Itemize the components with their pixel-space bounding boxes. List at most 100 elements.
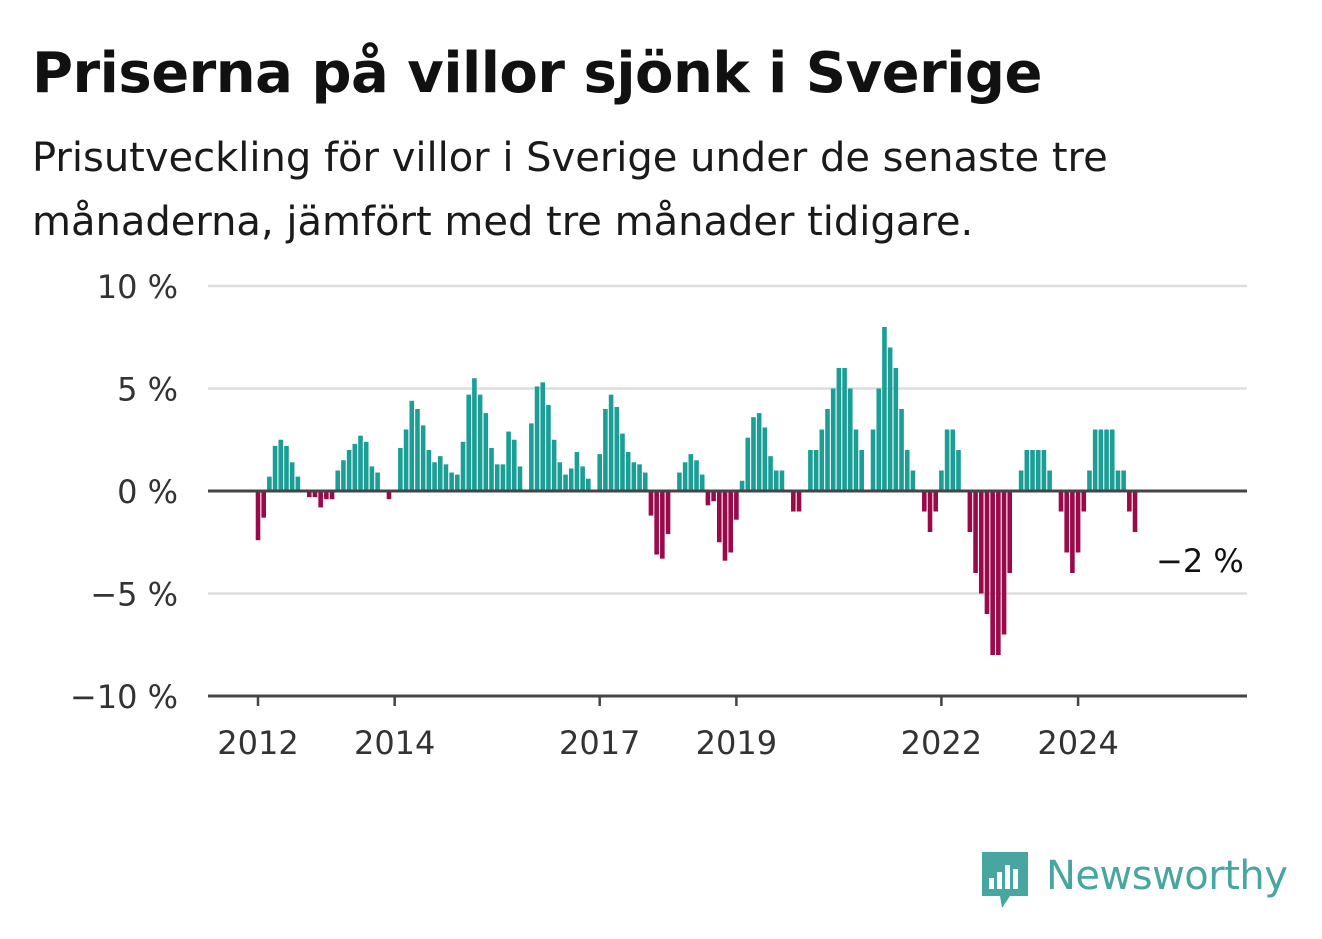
bar <box>1081 491 1087 512</box>
bar <box>1058 491 1064 512</box>
bar <box>779 470 785 491</box>
bar <box>614 406 620 491</box>
bar <box>1075 491 1081 553</box>
bar <box>762 427 768 491</box>
bar <box>1098 429 1104 491</box>
bar <box>745 437 751 491</box>
bar <box>768 456 773 491</box>
bar <box>369 466 375 491</box>
bar <box>261 491 266 518</box>
bar <box>494 464 500 491</box>
bar <box>882 327 887 491</box>
bar <box>751 417 756 491</box>
bar <box>483 413 489 491</box>
bar <box>1064 491 1069 553</box>
bar <box>956 450 961 491</box>
bar <box>904 450 910 491</box>
bar <box>1030 450 1035 491</box>
bar <box>773 470 779 491</box>
bar <box>876 388 882 491</box>
bar <box>887 347 893 491</box>
page-subtitle: Prisutveckling för villor i Sverige unde… <box>32 135 1108 245</box>
bar <box>825 409 830 491</box>
bar <box>574 452 580 491</box>
bar <box>660 491 665 559</box>
bar <box>426 450 432 491</box>
bar <box>312 491 318 498</box>
bar <box>358 435 363 491</box>
page-title: Priserna på villor sjönk i Sverige <box>32 41 1042 106</box>
bar <box>335 470 341 491</box>
bar <box>432 462 437 491</box>
bar <box>586 478 591 491</box>
bar <box>665 491 671 535</box>
bar <box>637 464 642 491</box>
bar <box>580 466 585 491</box>
bar <box>517 466 523 491</box>
bar <box>597 454 602 491</box>
bar <box>1001 491 1007 635</box>
bar <box>272 445 278 491</box>
bar <box>284 445 289 491</box>
bar <box>443 464 449 491</box>
bar <box>870 429 876 491</box>
bar <box>466 394 472 491</box>
bar <box>472 378 477 491</box>
bar <box>813 450 819 491</box>
bar <box>756 413 762 491</box>
y-tick-label: 10 % <box>97 268 178 306</box>
bar <box>791 491 796 512</box>
bar <box>682 462 688 491</box>
bar <box>631 462 637 491</box>
bar <box>648 491 654 516</box>
bar <box>642 472 648 491</box>
x-tick-label: 2022 <box>901 724 982 762</box>
bar <box>716 491 722 543</box>
y-tick-label: −10 % <box>70 678 178 716</box>
bar <box>603 409 608 491</box>
bar <box>1047 470 1052 491</box>
bar <box>808 450 813 491</box>
bar <box>352 443 358 491</box>
bars <box>255 327 1138 655</box>
bar <box>688 454 694 491</box>
bar <box>830 388 836 491</box>
bar <box>534 386 540 491</box>
bar <box>289 462 295 491</box>
bar <box>608 394 614 491</box>
bar <box>278 439 284 491</box>
bar <box>899 409 904 491</box>
bar <box>329 491 335 500</box>
x-tick-label: 2012 <box>217 724 298 762</box>
newsworthy-logo: Newsworthy <box>980 850 1288 910</box>
last-value-label: −2 % <box>1156 542 1244 580</box>
bar <box>1092 429 1098 491</box>
bar <box>893 368 899 491</box>
bar <box>341 460 346 491</box>
bar <box>853 429 859 491</box>
bar <box>1087 470 1092 491</box>
bar <box>910 470 916 491</box>
bar <box>939 470 944 491</box>
bar <box>557 462 563 491</box>
bar <box>836 368 842 491</box>
bar <box>922 491 927 512</box>
bar <box>563 474 568 491</box>
bar <box>996 491 1001 655</box>
bar <box>927 491 933 532</box>
bar <box>819 429 825 491</box>
bar <box>363 441 369 491</box>
gridlines <box>208 284 1247 595</box>
bar <box>711 491 716 502</box>
bar <box>705 491 711 506</box>
bar <box>403 429 409 491</box>
bar <box>1070 491 1075 573</box>
bar <box>375 472 380 491</box>
bar <box>967 491 973 532</box>
x-tick-label: 2019 <box>696 724 777 762</box>
bar <box>1115 470 1121 491</box>
bar-chart-speech-bubble-icon <box>982 852 1028 908</box>
bar <box>449 472 454 491</box>
bar <box>990 491 995 655</box>
bar <box>477 394 483 491</box>
